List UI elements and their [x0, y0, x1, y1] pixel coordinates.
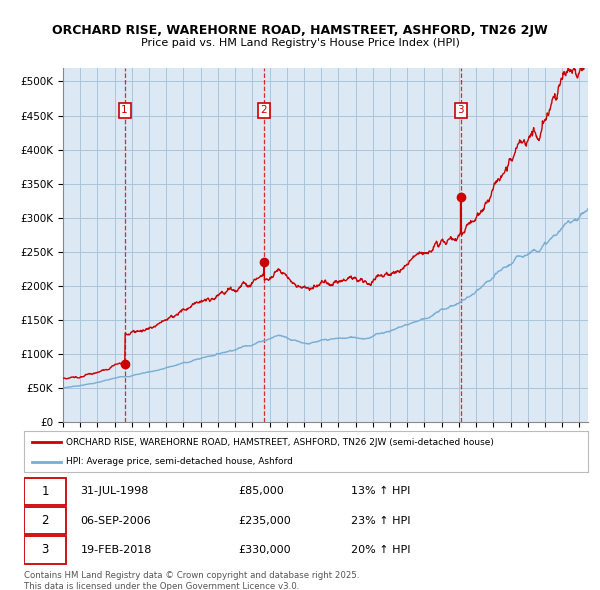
Text: 3: 3 [458, 106, 464, 115]
Text: 19-FEB-2018: 19-FEB-2018 [80, 545, 152, 555]
Text: 23% ↑ HPI: 23% ↑ HPI [351, 516, 410, 526]
Text: 1: 1 [121, 106, 128, 115]
Text: HPI: Average price, semi-detached house, Ashford: HPI: Average price, semi-detached house,… [66, 457, 293, 466]
Text: ORCHARD RISE, WAREHORNE ROAD, HAMSTREET, ASHFORD, TN26 2JW (semi-detached house): ORCHARD RISE, WAREHORNE ROAD, HAMSTREET,… [66, 438, 494, 447]
Text: 3: 3 [41, 543, 49, 556]
Text: 20% ↑ HPI: 20% ↑ HPI [351, 545, 410, 555]
Text: £330,000: £330,000 [238, 545, 291, 555]
FancyBboxPatch shape [24, 536, 66, 563]
Text: £235,000: £235,000 [238, 516, 291, 526]
Text: 31-JUL-1998: 31-JUL-1998 [80, 486, 149, 496]
Text: 06-SEP-2006: 06-SEP-2006 [80, 516, 151, 526]
FancyBboxPatch shape [24, 507, 66, 535]
FancyBboxPatch shape [24, 478, 66, 505]
Text: 1: 1 [41, 485, 49, 498]
Text: 2: 2 [41, 514, 49, 527]
Text: Price paid vs. HM Land Registry's House Price Index (HPI): Price paid vs. HM Land Registry's House … [140, 38, 460, 48]
Text: Contains HM Land Registry data © Crown copyright and database right 2025.
This d: Contains HM Land Registry data © Crown c… [24, 571, 359, 590]
Text: 2: 2 [261, 106, 268, 115]
Text: ORCHARD RISE, WAREHORNE ROAD, HAMSTREET, ASHFORD, TN26 2JW: ORCHARD RISE, WAREHORNE ROAD, HAMSTREET,… [52, 24, 548, 37]
Text: 13% ↑ HPI: 13% ↑ HPI [351, 486, 410, 496]
Text: £85,000: £85,000 [238, 486, 284, 496]
